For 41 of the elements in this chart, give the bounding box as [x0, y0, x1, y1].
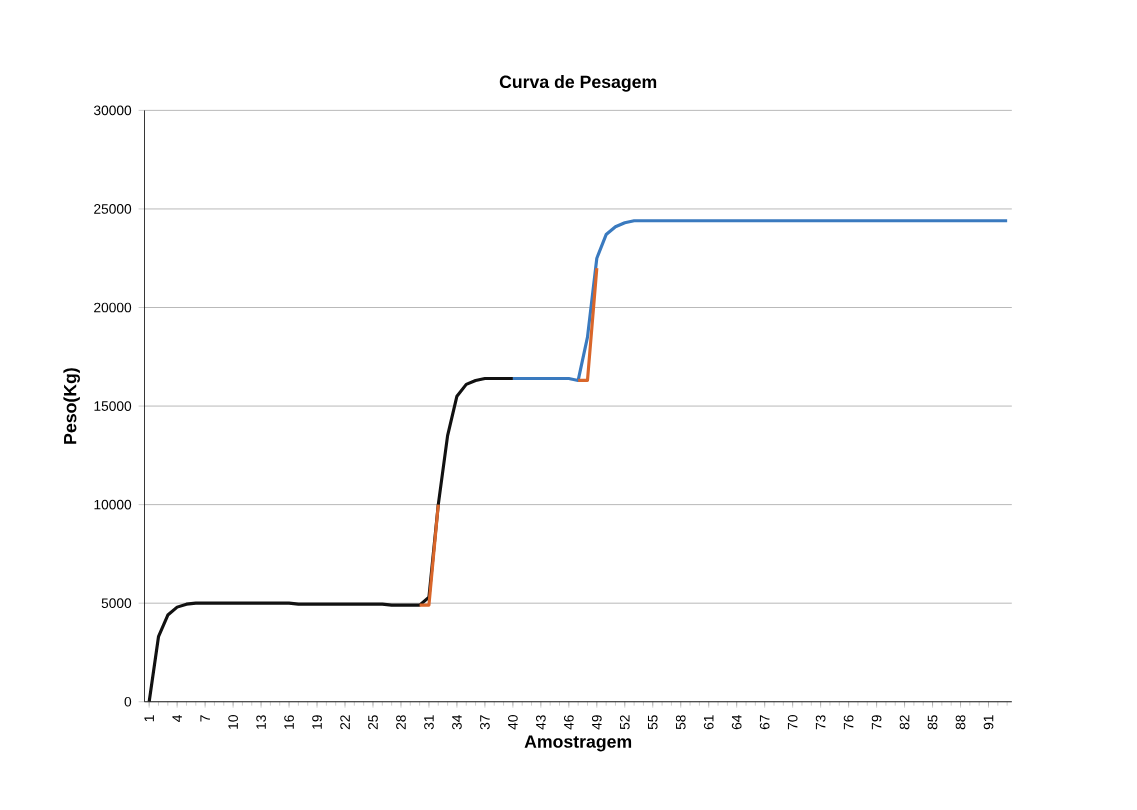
- x-tick-label: 7: [200, 715, 210, 722]
- x-tick-label: 4: [172, 714, 182, 722]
- x-tick-label: 85: [927, 715, 938, 730]
- x-tick-label: 79: [871, 715, 882, 730]
- chart-title: Curva de Pesagem: [499, 75, 657, 92]
- x-tick-label: 31: [424, 715, 434, 730]
- x-tick-label: 28: [396, 715, 406, 730]
- x-tick-label: 76: [843, 715, 854, 730]
- x-tick-label: 88: [955, 715, 966, 730]
- x-tick-label: 52: [619, 715, 630, 730]
- y-tick-label: 15000: [94, 401, 132, 411]
- x-tick-label: 43: [536, 715, 546, 730]
- x-tick-label: 46: [563, 715, 574, 730]
- x-tick-label: 1: [144, 715, 154, 722]
- x-tick-label: 19: [312, 715, 322, 729]
- x-tick-label: 58: [675, 715, 686, 730]
- x-tick-label: 22: [340, 715, 350, 730]
- x-tick-label: 13: [256, 715, 266, 729]
- x-tick-label: 91: [983, 715, 994, 730]
- x-tick-label: 70: [787, 715, 798, 730]
- x-tick-label: 49: [591, 715, 602, 730]
- x-tick-label: 67: [759, 715, 770, 730]
- x-tick-label: 64: [731, 714, 742, 730]
- y-tick-label: 5000: [101, 598, 132, 608]
- y-axis-title: Peso(Kg): [63, 368, 80, 444]
- x-tick-label: 40: [508, 715, 518, 730]
- y-tick-label: 10000: [94, 499, 132, 510]
- y-tick-label: 30000: [93, 105, 132, 116]
- x-tick-label: 82: [899, 715, 910, 730]
- x-axis-title: Amostragem: [524, 735, 632, 752]
- x-tick-label: 55: [647, 715, 658, 730]
- x-tick-label: 10: [228, 715, 238, 729]
- x-tick-label: 61: [703, 715, 714, 730]
- x-tick-label: 25: [368, 715, 378, 730]
- y-tick-label: 25000: [94, 204, 132, 214]
- x-tick-label: 34: [452, 714, 462, 730]
- x-tick-label: 16: [284, 715, 294, 729]
- x-tick-label: 37: [480, 715, 490, 730]
- x-tick-label: 73: [815, 715, 826, 730]
- y-tick-label: 20000: [94, 302, 132, 313]
- y-tick-label: 0: [124, 696, 132, 707]
